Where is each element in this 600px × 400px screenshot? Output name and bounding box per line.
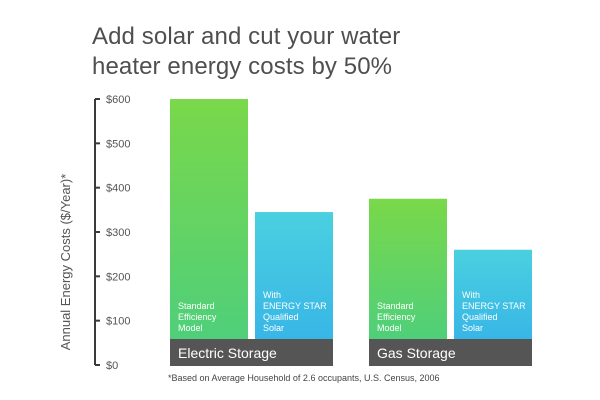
bar [454, 249, 532, 339]
bar [255, 212, 333, 339]
group-band [369, 339, 532, 366]
footnote: *Based on Average Household of 2.6 occup… [168, 373, 440, 383]
bar-label: With [263, 290, 281, 300]
chart-title-line-1: Add solar and cut your water [92, 23, 401, 50]
y-tick-label: $600 [106, 94, 130, 106]
y-tick-label: $200 [106, 271, 130, 283]
bar-label: Qualified [263, 312, 299, 322]
group-band [170, 339, 333, 366]
y-tick-label: $400 [106, 183, 130, 195]
bar [170, 99, 248, 339]
y-tick-label: $0 [106, 360, 118, 372]
y-axis-label: Annual Energy Costs ($/Year)* [58, 174, 73, 351]
bar-label: ENERGY STAR [462, 301, 526, 311]
bar-label: Efficiency [178, 312, 217, 322]
x-category-label: Gas Storage [377, 345, 456, 361]
bar-label: Qualified [462, 312, 498, 322]
chart-title-line-2: heater energy costs by 50% [92, 53, 393, 80]
y-tick-label: $100 [106, 316, 130, 328]
bar-label: With [462, 290, 480, 300]
bar [369, 198, 447, 339]
bar-label: Efficiency [377, 312, 416, 322]
y-tick-label: $500 [106, 138, 130, 150]
chart-title: Add solar and cut your water heater ener… [92, 22, 562, 82]
y-tick-label: $300 [106, 227, 130, 239]
x-category-label: Electric Storage [178, 345, 277, 361]
bar-label: ENERGY STAR [263, 301, 327, 311]
bar-label: Solar [263, 323, 284, 333]
bar-label: Model [377, 323, 402, 333]
bar-label: Solar [462, 323, 483, 333]
bar-label: Standard [377, 301, 414, 311]
bar-label: Standard [178, 301, 215, 311]
bar-label: Model [178, 323, 203, 333]
